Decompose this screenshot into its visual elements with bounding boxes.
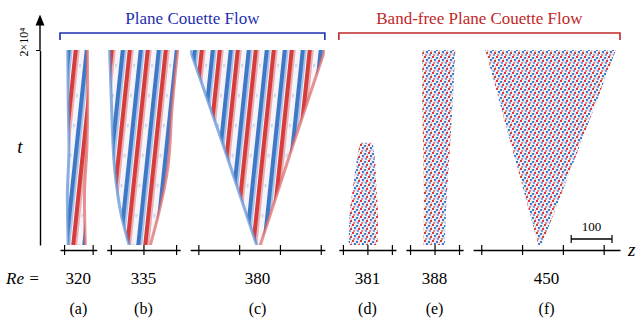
tick-mark — [367, 245, 368, 255]
reynolds-number: 380 — [245, 269, 271, 288]
reynolds-number: 450 — [534, 269, 560, 288]
tick-mark — [410, 245, 411, 255]
group-bracket — [60, 33, 325, 40]
tick — [321, 245, 322, 255]
panel-plot — [190, 50, 325, 245]
tick-mark — [280, 245, 281, 255]
reynolds-label: Re = — [5, 269, 40, 288]
tick — [111, 245, 112, 255]
turbulent-region — [349, 143, 378, 245]
panel-label: (b) — [134, 300, 153, 318]
group-title: Plane Couette Flow — [125, 9, 260, 28]
panel-label: (a) — [69, 300, 87, 318]
panel-label: (d) — [358, 300, 377, 318]
scale-bar-end — [571, 235, 572, 243]
region-edge-left — [67, 50, 69, 245]
tick-mark — [143, 245, 144, 255]
z-axis — [61, 245, 98, 255]
tick — [64, 245, 65, 255]
tick-mark — [481, 245, 482, 255]
tick-mark — [522, 245, 523, 255]
tick: 2×10⁴ — [17, 28, 40, 57]
panel-plot — [422, 50, 455, 245]
scale-bar — [571, 238, 612, 239]
turbulent-region — [110, 50, 178, 245]
turbulent-region — [67, 50, 87, 245]
group-bracket — [339, 33, 620, 40]
tick — [410, 245, 411, 255]
axis-line — [191, 250, 326, 251]
y-axis-title: t — [17, 136, 23, 157]
z-axis — [339, 245, 396, 255]
reynolds-number: 320 — [66, 269, 92, 288]
axis-line — [474, 250, 621, 251]
axis-line — [61, 250, 98, 251]
tick — [435, 245, 436, 255]
tick-mark — [36, 50, 40, 51]
tick-mark — [563, 245, 564, 255]
tick-mark — [459, 245, 460, 255]
tick — [563, 245, 564, 255]
panel-plot — [67, 50, 87, 245]
tick — [392, 245, 393, 255]
region-edge-left — [190, 50, 257, 245]
tick — [481, 245, 482, 255]
z-axis — [107, 245, 180, 255]
panel-label: (c) — [249, 300, 267, 318]
tick-mark — [321, 245, 322, 255]
tick — [604, 245, 605, 255]
tick — [239, 245, 240, 255]
turbulent-region — [485, 50, 616, 245]
figure: 320 (a) 335 (b) 380 (c) Plane Couette Flow 381 (… — [0, 0, 642, 327]
tick — [522, 245, 523, 255]
scale-bar-label: 100 — [582, 219, 602, 234]
tick-mark — [239, 245, 240, 255]
turbulent-region — [422, 50, 455, 245]
region-edge-right — [84, 50, 87, 245]
tick — [198, 245, 199, 255]
reynolds-number: 388 — [422, 269, 448, 288]
scale-bar-end — [611, 235, 612, 243]
tick-mark — [198, 245, 199, 255]
x-axis-title: z — [627, 239, 636, 260]
group-title: Band-free Plane Couette Flow — [376, 9, 583, 28]
tick — [343, 245, 344, 255]
region-edge-right — [260, 50, 324, 245]
axis-line — [40, 51, 41, 246]
tick-mark — [604, 245, 605, 255]
panel-plot — [349, 143, 378, 245]
tick — [143, 245, 144, 255]
panel-label: (f) — [539, 300, 555, 318]
z-axis — [474, 245, 621, 255]
t-axis: 2×10⁴ — [17, 28, 41, 246]
t-axis-arrow — [39, 20, 40, 50]
tick-mark — [392, 245, 393, 255]
tick — [367, 245, 368, 255]
tick-mark — [343, 245, 344, 255]
region-edge-left — [110, 50, 130, 245]
tick — [459, 245, 460, 255]
tick — [93, 245, 94, 255]
tick-mark — [93, 245, 94, 255]
panel-label: (e) — [426, 300, 444, 318]
tick-mark — [434, 245, 435, 255]
tick — [176, 245, 177, 255]
reynolds-number: 381 — [355, 269, 381, 288]
turbulent-region — [190, 50, 325, 245]
region-edge-right — [150, 50, 177, 245]
tick — [280, 245, 281, 255]
tick-mark — [176, 245, 177, 255]
panel-plot — [110, 50, 178, 245]
reynolds-number: 335 — [131, 269, 157, 288]
tick-mark — [111, 245, 112, 255]
tick-mark — [64, 245, 65, 255]
z-axis — [191, 245, 326, 255]
panel-plot — [485, 50, 616, 245]
tick-label: 2×10⁴ — [17, 28, 31, 57]
z-axis — [406, 245, 463, 255]
